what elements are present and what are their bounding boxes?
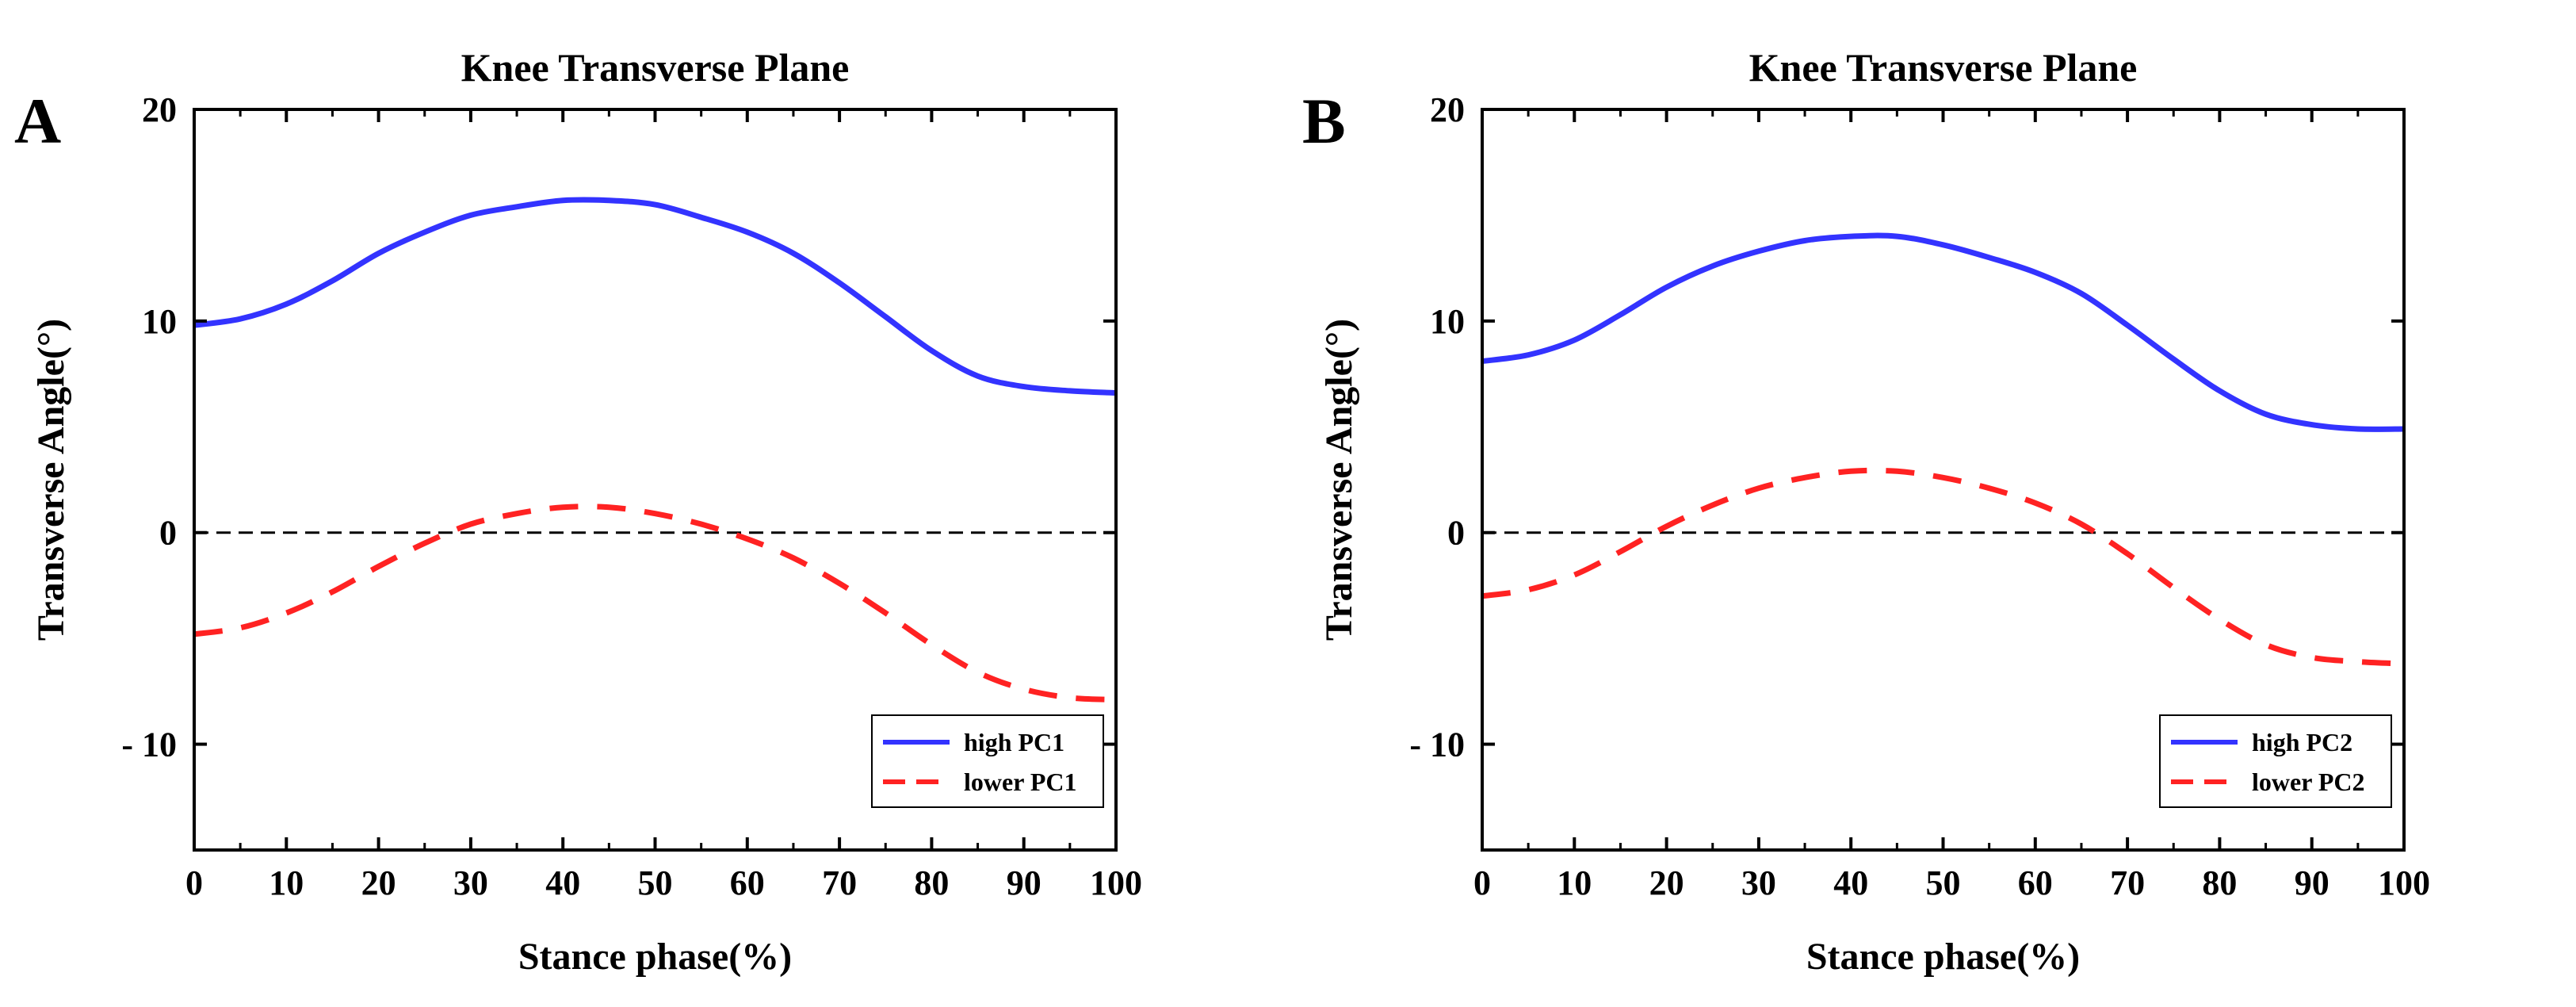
legend-entry: high PC2 (2252, 728, 2352, 756)
series-line-lower (1481, 467, 2405, 667)
y-tick-label: 20 (1430, 90, 1465, 129)
panel-letter: B (1302, 85, 1346, 157)
legend: high PC2 lower PC2 (2159, 714, 2392, 808)
x-axis-label: Stance phase(%) (1806, 936, 2080, 978)
x-tick-label: 60 (2018, 863, 2053, 902)
y-tick-label: 0 (1447, 514, 1465, 553)
x-tick-label: 100 (2378, 863, 2430, 902)
legend-entry: high PC1 (964, 728, 1064, 756)
y-axis-label: Transverse Angle(°) (30, 319, 72, 641)
x-tick-label: 30 (453, 863, 488, 902)
y-tick-label: 10 (142, 302, 177, 341)
legend: high PC1 lower PC1 (871, 714, 1104, 808)
series-line-high (193, 197, 1117, 396)
y-tick-label: 10 (1430, 302, 1465, 341)
legend-entry: lower PC1 (964, 768, 1076, 796)
x-tick-label: 80 (914, 863, 949, 902)
x-tick-label: 70 (2110, 863, 2145, 902)
x-tick-label: 90 (2295, 863, 2329, 902)
x-tick-label: 10 (269, 863, 304, 902)
x-tick-label: 10 (1557, 863, 1592, 902)
chart-svg-b: B Knee Transverse Plane 0 10 20 30 40 50 60 70 80 9… (1302, 45, 2430, 978)
x-tick-label: 40 (1833, 863, 1868, 902)
x-tick-label: 90 (1007, 863, 1041, 902)
chart-panel-a: A Knee Transverse Plane 0 10 20 30 40 50 60 70 80 9… (14, 45, 1142, 978)
legend-entry: lower PC2 (2252, 768, 2364, 796)
chart-svg-a: A Knee Transverse Plane 0 10 20 30 40 50 60 70 80 9… (14, 45, 1142, 978)
chart-panel-b: B Knee Transverse Plane 0 10 20 30 40 50 60 70 80 9… (1288, 0, 2576, 1007)
legend-box (2159, 714, 2392, 808)
y-tick-label: - 10 (121, 726, 177, 764)
x-tick-label: 80 (2202, 863, 2237, 902)
legend-box (871, 714, 1104, 808)
x-tick-label: 20 (1649, 863, 1684, 902)
x-tick-label: 20 (361, 863, 396, 902)
y-tick-label: - 10 (1409, 726, 1465, 764)
panel-letter: A (14, 85, 61, 157)
x-tick-label: 70 (822, 863, 857, 902)
series-line-high (1481, 232, 2405, 432)
x-tick-label: 50 (638, 863, 673, 902)
y-tick-label: 20 (142, 90, 177, 129)
y-tick-label: 0 (159, 514, 177, 553)
x-tick-label: 100 (1090, 863, 1142, 902)
y-axis-label: Transverse Angle(°) (1318, 319, 1360, 641)
chart-title: Knee Transverse Plane (461, 45, 850, 90)
x-tick-label: 0 (1473, 863, 1491, 902)
x-tick-label: 40 (545, 863, 580, 902)
x-tick-label: 60 (730, 863, 765, 902)
x-tick-label: 30 (1741, 863, 1776, 902)
x-tick-label: 0 (185, 863, 203, 902)
series-line-lower (193, 504, 1117, 703)
x-axis-label: Stance phase(%) (518, 936, 792, 978)
chart-title: Knee Transverse Plane (1749, 45, 2138, 90)
x-tick-label: 50 (1926, 863, 1961, 902)
